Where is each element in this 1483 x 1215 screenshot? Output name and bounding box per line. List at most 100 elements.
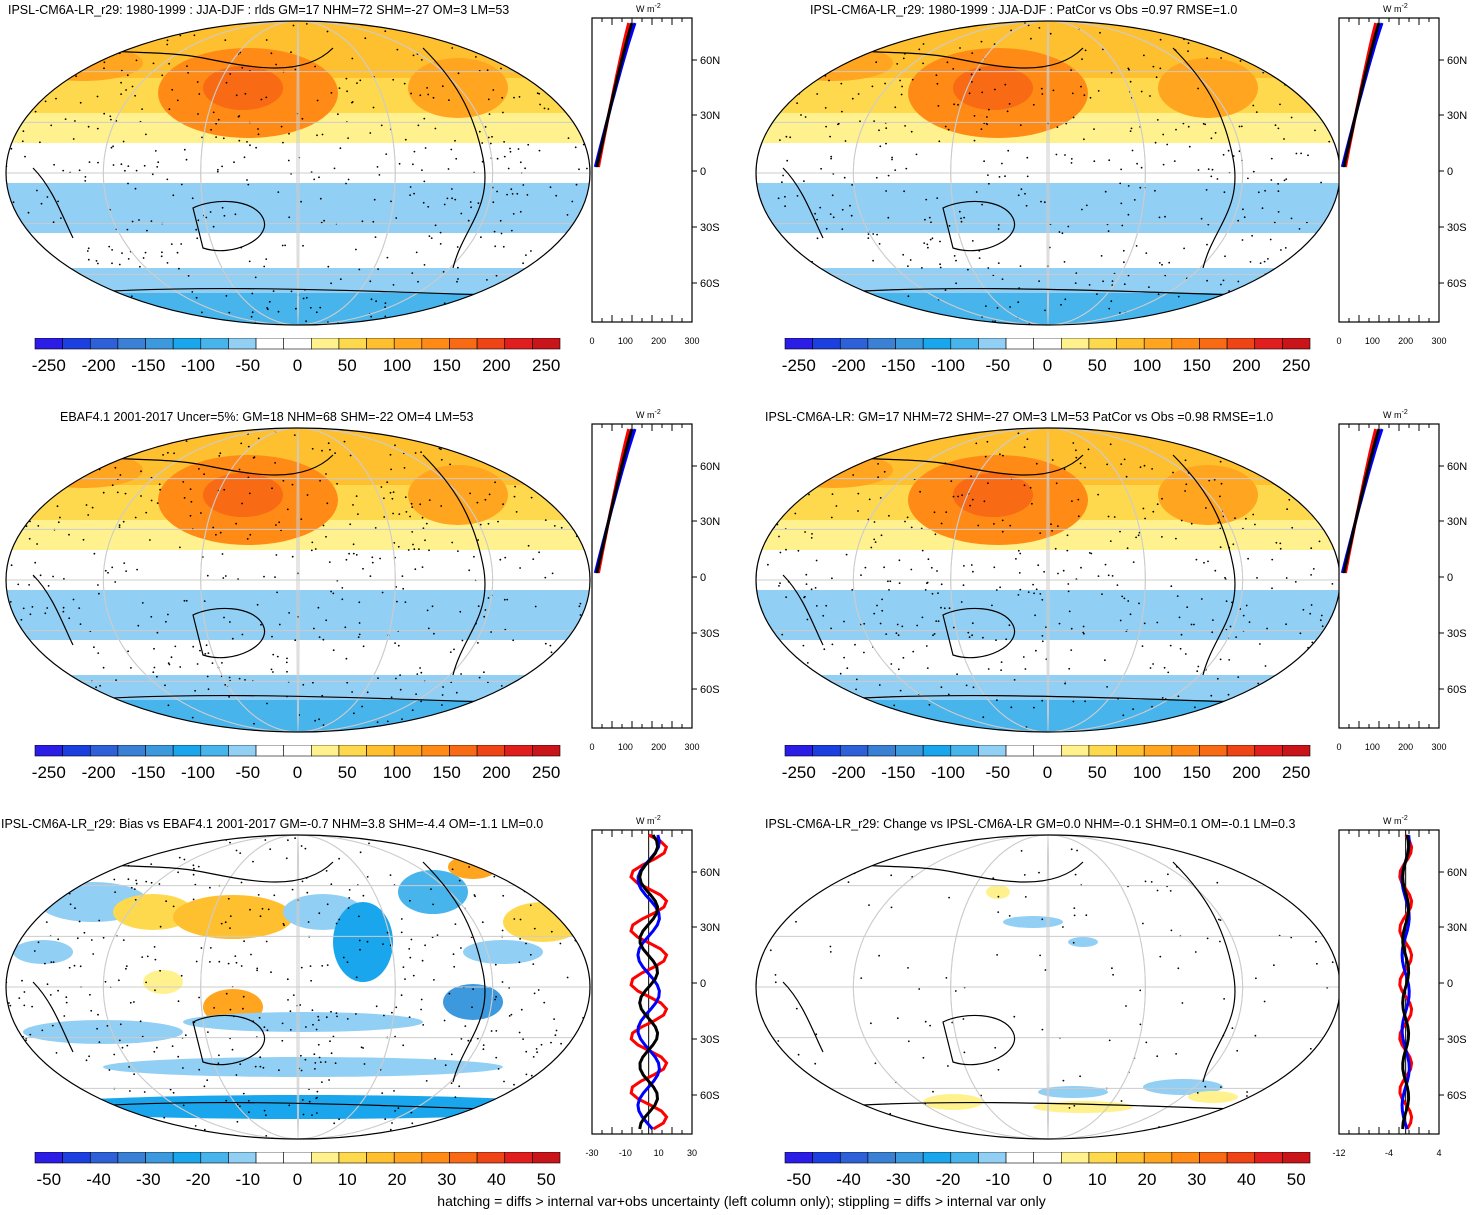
colorbar-swatch <box>867 1152 896 1164</box>
colorbar-label: 40 <box>1237 1170 1256 1189</box>
colorbar-swatch <box>1116 338 1145 350</box>
panel-3-colorbar: -250 -200 -150 -100 -50 0 50 100 150 200 250 <box>32 745 560 782</box>
profile-mean-line <box>638 834 660 1130</box>
graticule <box>756 21 1340 325</box>
colorbar-swatch <box>449 1152 478 1164</box>
antarctic-band <box>6 293 590 325</box>
colorbar-label: -200 <box>82 356 116 375</box>
colorbar-label: -50 <box>236 763 261 782</box>
colorbar-label: -10 <box>236 1170 261 1189</box>
asia-core-blob <box>953 66 1033 110</box>
colorbar-label: 100 <box>1133 356 1161 375</box>
colorbar-swatch <box>1005 745 1034 757</box>
colorbar-swatch <box>200 1152 229 1164</box>
colorbar-swatch <box>228 745 257 757</box>
colorbar-swatch <box>812 1152 841 1164</box>
bias-blob-11 <box>23 1020 183 1044</box>
colorbar-label: 100 <box>383 763 411 782</box>
colorbar-label: 20 <box>388 1170 407 1189</box>
colorbar-swatch <box>1199 745 1228 757</box>
lat-label: 60N <box>700 55 720 67</box>
colorbar-swatch <box>421 338 450 350</box>
colorbar-label: 200 <box>1232 356 1260 375</box>
panel-6-zonal-profile: W m-2 60N 30N 0 30S 60S -12 -4 4 <box>1332 815 1467 1158</box>
colorbar-swatch <box>1282 1152 1311 1164</box>
colorbar-label: 150 <box>433 763 461 782</box>
colorbar-swatch <box>922 1152 952 1164</box>
lat-label: 0 <box>700 978 706 990</box>
profile-tick-label: 0 <box>589 742 594 752</box>
profile-frame <box>1338 423 1440 729</box>
panel-1-colorbar: -250 -200 -150 -100 -50 0 50 100 150 200 250 <box>32 338 560 375</box>
map-outline <box>5 834 591 1140</box>
profile-tick-label: 200 <box>651 336 666 346</box>
colorbar-swatch <box>1282 745 1311 757</box>
panel-2-colorbar: -250 -200 -150 -100 -50 0 50 100 150 200 250 <box>782 338 1310 375</box>
colorbar-swatch <box>978 1152 1007 1164</box>
colorbar-swatch <box>283 745 312 757</box>
change-blob-2 <box>1068 937 1098 947</box>
bias-blob-16 <box>143 970 183 994</box>
colorbar-swatch <box>1005 1152 1034 1164</box>
graticule <box>6 428 590 732</box>
colorbar-swatch <box>366 338 395 350</box>
colorbar-label: 50 <box>537 1170 556 1189</box>
lat-label: 60N <box>1447 55 1467 67</box>
bias-blob-13 <box>103 1057 503 1077</box>
profile-model-line <box>636 834 661 1130</box>
panel-5-title: IPSL-CM6A-LR_r29: Bias vs EBAF4.1 2001-2… <box>1 817 544 831</box>
colorbar-label: 200 <box>482 763 510 782</box>
panel-2-title: IPSL-CM6A-LR_r29: 1980-1999 : JJA-DJF : … <box>810 3 1238 17</box>
coastlines <box>22 444 564 706</box>
profile-tick-label: -10 <box>619 1148 632 1158</box>
colorbar-label: 150 <box>433 356 461 375</box>
colorbar-swatch <box>172 338 202 350</box>
colorbar-label: -150 <box>131 763 165 782</box>
north-america-blob <box>408 58 508 118</box>
antarctic-band <box>6 700 590 732</box>
colorbar-label: 0 <box>293 1170 302 1189</box>
lat-label: 0 <box>700 166 706 178</box>
profile-frame <box>1338 829 1440 1135</box>
change-blob-4 <box>1038 1086 1108 1098</box>
lat-label: 30S <box>700 222 720 234</box>
colorbar-swatch <box>117 745 146 757</box>
colorbar-swatch <box>504 1152 533 1164</box>
colorbar-label: -20 <box>936 1170 961 1189</box>
profile-mean-line <box>595 428 634 574</box>
colorbar-swatch <box>895 338 924 350</box>
lat-label: 30N <box>1447 922 1467 934</box>
colorbar-label: -100 <box>931 763 965 782</box>
colorbar-label: 50 <box>1287 1170 1306 1189</box>
colorbar-swatch <box>255 745 284 757</box>
colorbar-label: -50 <box>787 1170 812 1189</box>
colorbar-swatch <box>145 338 174 350</box>
profile-unit: W m-2 <box>1383 3 1408 14</box>
colorbar-swatch <box>922 338 952 350</box>
lat-label: 0 <box>1447 166 1453 178</box>
antarctic-band <box>756 700 1340 732</box>
colorbar-swatch <box>393 338 423 350</box>
lat-label: 60N <box>1447 461 1467 473</box>
change-blob-0 <box>986 885 1010 899</box>
panel-1-zonal-profile: W m-2 60N 30N 0 30S 60S 0 100 200 300 <box>589 3 720 346</box>
lat-label: 0 <box>1447 978 1453 990</box>
north-america-blob <box>1158 58 1258 118</box>
colorbar-label: 200 <box>482 356 510 375</box>
lat-label: 30N <box>700 922 720 934</box>
panel-2-map <box>755 20 1341 326</box>
panel-6-colorbar: -50 -40 -30 -20 -10 0 10 20 30 40 50 <box>784 1152 1311 1189</box>
colorbar-swatch <box>1143 338 1173 350</box>
colorbar-swatch <box>338 1152 367 1164</box>
lat-label: 30N <box>700 110 720 122</box>
colorbar-swatch <box>283 338 312 350</box>
colorbar-swatch <box>1088 745 1117 757</box>
colorbar-swatch <box>172 745 202 757</box>
colorbar-swatch <box>1143 745 1173 757</box>
colorbar-label: -30 <box>886 1170 911 1189</box>
colorbar-swatch <box>950 745 979 757</box>
colorbar-swatch <box>421 1152 450 1164</box>
colorbar-label: 50 <box>338 763 357 782</box>
colorbar-label: 10 <box>1088 1170 1107 1189</box>
